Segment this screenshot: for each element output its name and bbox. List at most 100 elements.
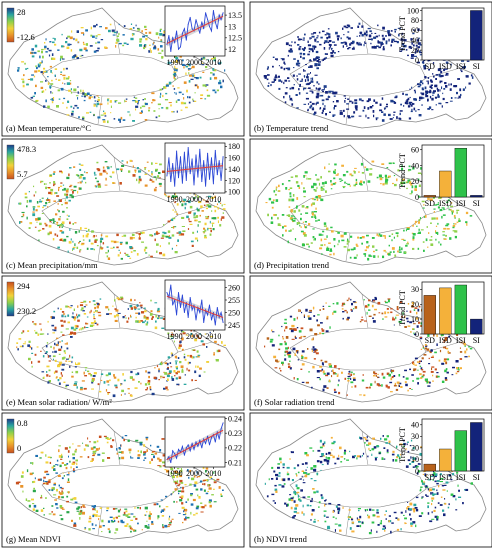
map-pixel [155, 169, 158, 172]
map-pixel [436, 372, 439, 374]
map-pixel [124, 435, 128, 437]
data-point [185, 447, 187, 449]
map-pixel [80, 164, 84, 166]
map-pixel [73, 185, 77, 188]
map-pixel [432, 473, 434, 476]
map-pixel [134, 171, 137, 173]
map-pixel [359, 455, 362, 458]
map-pixel [111, 29, 115, 32]
map-pixel [376, 176, 379, 179]
map-pixel [128, 525, 132, 528]
map-pixel [92, 508, 96, 511]
map-pixel [24, 196, 28, 199]
map-pixel [176, 383, 180, 386]
map-pixel [394, 96, 397, 99]
map-pixel [188, 476, 190, 479]
map-pixel [316, 67, 319, 70]
map-pixel [326, 227, 329, 230]
map-pixel [148, 170, 150, 172]
map-pixel [395, 314, 399, 316]
map-pixel [163, 232, 167, 235]
map-pixel [321, 59, 323, 62]
map-pixel [157, 457, 160, 460]
map-pixel [439, 89, 441, 92]
map-pixel [420, 367, 423, 370]
map-pixel [282, 463, 285, 466]
map-pixel [400, 453, 402, 456]
map-pixel [179, 55, 182, 58]
map-pixel [49, 231, 52, 235]
map-pixel [429, 95, 432, 99]
map-pixel [308, 311, 312, 313]
map-pixel [412, 457, 416, 460]
map-pixel [319, 332, 322, 335]
map-pixel [53, 316, 55, 319]
map-pixel [168, 102, 172, 104]
map-pixel [421, 512, 424, 515]
map-pixel [336, 457, 340, 460]
map-pixel [197, 494, 199, 497]
map-pixel [60, 185, 63, 187]
map-pixel [60, 331, 63, 333]
map-pixel [382, 528, 385, 530]
map-pixel [110, 247, 114, 249]
map-pixel [82, 327, 84, 330]
map-pixel [376, 515, 380, 518]
map-pixel [428, 68, 430, 71]
map-pixel [179, 470, 182, 472]
map-pixel [176, 475, 179, 478]
map-pixel [42, 72, 44, 75]
map-pixel [304, 171, 308, 174]
map-pixel [107, 257, 111, 260]
map-pixel [290, 506, 293, 510]
map-pixel [410, 439, 413, 442]
map-pixel [322, 58, 325, 61]
map-pixel [277, 466, 280, 469]
map-pixel [435, 104, 437, 106]
map-pixel [162, 465, 166, 467]
map-pixel [85, 444, 87, 446]
map-pixel [419, 365, 422, 367]
map-pixel [326, 372, 330, 375]
map-pixel [409, 463, 412, 465]
map-pixel [157, 232, 160, 234]
map-pixel [329, 326, 331, 329]
category-label: ISI [456, 199, 466, 208]
map-pixel [398, 456, 401, 459]
map-pixel [144, 167, 147, 169]
map-pixel [437, 233, 439, 235]
map-pixel [390, 530, 392, 534]
map-pixel [92, 35, 95, 38]
map-pixel [428, 363, 431, 365]
map-pixel [377, 524, 380, 526]
map-pixel [382, 235, 386, 237]
map-pixel [315, 87, 318, 90]
map-pixel [175, 372, 178, 375]
map-pixel [274, 502, 276, 504]
map-pixel [77, 362, 81, 365]
map-pixel [48, 489, 51, 491]
map-pixel [399, 318, 403, 320]
map-pixel [438, 197, 442, 199]
map-pixel [71, 375, 74, 378]
map-pixel [70, 189, 74, 191]
map-pixel [196, 471, 198, 474]
map-pixel [98, 518, 100, 521]
map-pixel [213, 69, 216, 71]
map-pixel [48, 360, 51, 362]
map-pixel [369, 106, 373, 109]
data-point [205, 185, 207, 187]
map-pixel [122, 373, 124, 376]
map-pixel [214, 91, 217, 94]
data-point [214, 441, 216, 443]
map-pixel [146, 161, 149, 163]
map-pixel [79, 304, 84, 307]
map-pixel [275, 58, 277, 60]
map-pixel [86, 230, 88, 232]
map-pixel [315, 195, 318, 199]
y-tick-label: 245 [228, 321, 240, 330]
map-pixel [432, 380, 434, 382]
map-pixel [165, 195, 167, 197]
map-pixel [405, 100, 409, 103]
map-pixel [158, 315, 160, 318]
